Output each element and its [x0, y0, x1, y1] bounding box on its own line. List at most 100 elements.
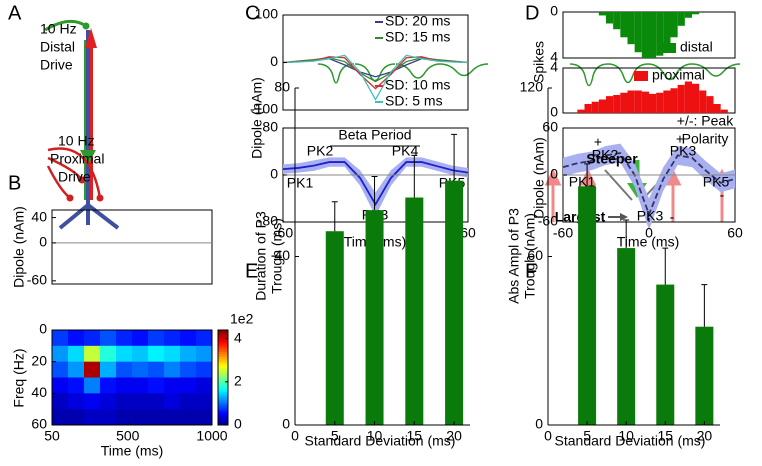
- hist-bar: [591, 101, 599, 113]
- y-tick-label: -80: [258, 213, 278, 229]
- colorbar-step: [218, 396, 228, 400]
- heat-cell: [68, 393, 85, 410]
- colorbar-step: [218, 356, 228, 359]
- x-tick-label: 5: [583, 428, 591, 444]
- legend-label: SD: 10 ms: [385, 77, 450, 93]
- x-axis-label: Time (ms): [101, 443, 163, 459]
- heat-cell: [68, 345, 85, 363]
- y-tick-label: 4: [550, 49, 558, 65]
- line-series: [562, 152, 736, 217]
- colorbar-step: [218, 377, 228, 381]
- y-tick-label: -60: [27, 272, 47, 288]
- heat-cell: [132, 345, 149, 363]
- legend-label: distal: [680, 39, 713, 55]
- y-tick-label: 0: [282, 416, 290, 432]
- colorbar-step: [218, 353, 228, 357]
- colorbar-step: [218, 403, 228, 407]
- y-tick-label: 0: [270, 53, 278, 69]
- x-tick-label: 0: [544, 428, 552, 444]
- error-bar: [331, 201, 338, 232]
- x-axis-label: Time (ms): [617, 234, 679, 250]
- colorbar-step: [218, 401, 228, 405]
- colorbar-step: [218, 415, 228, 419]
- hist-bar: [620, 92, 628, 113]
- y-tick-label: 60: [527, 247, 543, 263]
- colorbar-step: [218, 387, 228, 390]
- x-tick-label: 5: [331, 428, 339, 444]
- colorbar-step: [218, 365, 228, 369]
- y-tick-label: 20: [31, 352, 47, 368]
- heat-cell: [196, 409, 213, 426]
- colorbar-label: 1e2: [230, 311, 254, 327]
- y-axis-label: Abs Ampl of P3: [506, 208, 522, 304]
- y-tick-label: 80: [262, 119, 278, 135]
- heat-cell: [180, 393, 197, 410]
- heat-cell: [52, 345, 69, 363]
- heat-cell: [164, 409, 181, 426]
- bar: [445, 180, 464, 425]
- bar: [695, 326, 714, 425]
- error-bar: [584, 163, 591, 187]
- colorbar-step: [218, 422, 228, 426]
- plot-frame: [51, 209, 213, 285]
- heat-cell: [148, 377, 165, 394]
- hist-bar: [620, 12, 628, 38]
- x-axis-label: Standard Deviation (ms): [555, 433, 706, 449]
- hist-bar: [641, 91, 649, 113]
- colorbar-step: [218, 384, 228, 388]
- annotation: PK1: [569, 174, 596, 190]
- error-bar: [662, 247, 669, 285]
- hist-bar: [656, 12, 664, 56]
- x-tick-label: 10: [618, 428, 634, 444]
- panel-label: A: [8, 2, 22, 24]
- heat-cell: [164, 345, 181, 363]
- x-tick-label: 0: [645, 225, 653, 241]
- annotation: Steeper: [586, 151, 638, 167]
- heat-cell: [84, 377, 101, 394]
- x-tick-label: -60: [553, 225, 573, 241]
- heat-cell: [116, 361, 133, 378]
- hist-bar: [634, 90, 642, 113]
- hist-bar: [713, 104, 721, 113]
- y-tick-label: 0: [550, 166, 558, 182]
- hist-bar: [677, 12, 685, 26]
- legend-label: SD: 20 ms: [385, 13, 450, 29]
- hist-bar: [663, 12, 671, 47]
- heat-cell: [100, 361, 117, 378]
- y-tick-label: 80: [274, 79, 290, 95]
- colorbar-step: [218, 382, 228, 386]
- hist-bar: [606, 12, 614, 24]
- heat-cell: [84, 345, 101, 363]
- hist-bar: [606, 96, 614, 113]
- y-tick-label: 40: [31, 208, 47, 224]
- heat-cell: [180, 361, 197, 378]
- y-axis-label: Dipole (nAm): [249, 77, 265, 159]
- hist-bar: [706, 96, 714, 113]
- y-tick-label: 100: [255, 6, 279, 22]
- bar: [405, 197, 424, 425]
- x-tick-label: -60: [273, 225, 293, 241]
- heat-cell: [52, 393, 69, 410]
- colorbar-step: [218, 358, 228, 362]
- bar: [325, 231, 344, 425]
- annotation: -: [670, 209, 675, 225]
- colorbar-step: [218, 379, 228, 383]
- annotation: -: [720, 187, 725, 203]
- hist-bar: [598, 99, 606, 113]
- hist-bar: [584, 104, 592, 113]
- colorbar-step: [218, 417, 228, 421]
- proximal-label: Drive: [58, 169, 91, 185]
- line-series: [282, 161, 469, 207]
- hist-bar: [692, 83, 700, 113]
- error-bar: [411, 154, 418, 198]
- hist-bar: [692, 12, 700, 15]
- heat-cell: [196, 361, 213, 378]
- hist-bar: [684, 12, 692, 18]
- heat-cell: [164, 361, 181, 378]
- heat-cell: [52, 377, 69, 394]
- heat-cell: [116, 330, 133, 347]
- colorbar-tick-label: 2: [234, 373, 242, 389]
- heat-cell: [180, 330, 197, 347]
- colorbar-frame: [217, 329, 229, 426]
- error-bar: [701, 284, 708, 327]
